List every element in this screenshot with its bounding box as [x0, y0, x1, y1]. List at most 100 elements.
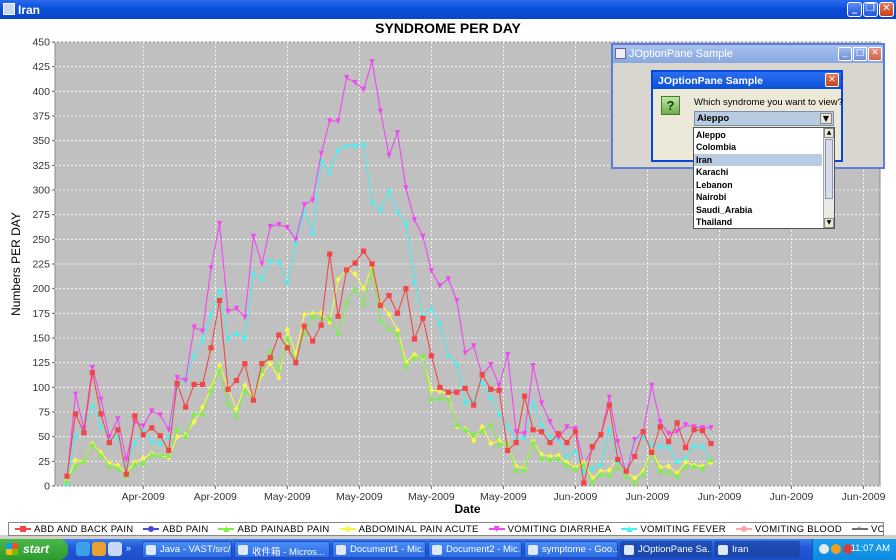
tray-icon-2[interactable]	[831, 544, 841, 554]
data-point-abdominal-pain-acute	[335, 276, 341, 283]
data-point-vomiting-fever	[216, 287, 223, 294]
outer-close-button[interactable]: ✕	[868, 47, 882, 61]
tray-icon-1[interactable]	[819, 544, 829, 554]
minimize-button[interactable]: _	[847, 2, 862, 17]
outer-maximize-button[interactable]: □	[853, 47, 867, 61]
x-tick-label: May-2009	[264, 491, 311, 503]
task-app-icon	[336, 545, 346, 555]
data-point-abd-and-back-pain	[699, 428, 706, 434]
dialog-close-button[interactable]: ✕	[825, 73, 839, 87]
data-point-abd-and-back-pain	[276, 332, 282, 338]
x-tick-label: May-2009	[408, 491, 455, 503]
data-point-abd-and-back-pain	[344, 267, 350, 273]
system-tray: 11:07 AM	[812, 539, 896, 560]
y-tick-label: 0	[44, 481, 50, 493]
taskbar-button[interactable]: symptome - Goo...	[524, 541, 618, 558]
data-point-vomiting-diarrhea	[454, 297, 460, 304]
data-point-abd-and-back-pain	[488, 386, 494, 392]
legend-marker-icon	[488, 525, 505, 533]
data-point-abd-painabd-pain	[386, 326, 392, 332]
scroll-down-icon[interactable]: ▼	[824, 218, 834, 228]
restore-button[interactable]: ❐	[863, 2, 878, 17]
inner-dialog-title-bar[interactable]: JOptionPane Sample ✕	[653, 72, 841, 89]
dropdown-option-aleppo[interactable]: Aleppo	[696, 129, 726, 140]
taskbar-button[interactable]: Iran	[714, 541, 800, 558]
data-point-abd-painabd-pain	[115, 465, 121, 471]
window-title-bar[interactable]: Iran _ ❐ ✕	[0, 0, 896, 19]
data-point-abd-and-back-pain	[132, 413, 138, 419]
start-button[interactable]: start	[0, 539, 68, 560]
data-point-vomiting-diarrhea	[174, 374, 180, 381]
data-point-vomiting-diarrhea	[682, 422, 689, 428]
quicklaunch-expand-icon[interactable]: »	[126, 543, 132, 553]
java-app-icon	[3, 3, 15, 15]
data-point-vomiting-diarrhea	[98, 396, 104, 403]
taskbar: start » Java - VAST/src/... 收件箱 - Micros.…	[0, 539, 896, 560]
data-point-abd-and-back-pain	[284, 345, 290, 351]
data-point-abd-painabd-pain	[352, 285, 358, 292]
data-point-abd-painabd-pain	[106, 463, 112, 469]
legend-label: ABDOMINAL PAIN ACUTE	[358, 523, 479, 535]
taskbar-button[interactable]: JOptionPane Sa...	[620, 541, 712, 558]
outer-dialog-title: JOptionPane Sample	[629, 48, 733, 60]
data-point-abd-painabd-pain	[445, 396, 451, 402]
taskbar-button[interactable]: Document1 - Mic...	[332, 541, 426, 558]
taskbar-button[interactable]: Document2 - Mic...	[428, 541, 522, 558]
y-tick-label: 300	[32, 185, 50, 197]
data-point-vomiting-fever	[488, 394, 494, 400]
data-point-vomiting-fever	[513, 435, 519, 442]
scroll-thumb[interactable]	[825, 139, 833, 199]
close-button[interactable]: ✕	[879, 2, 894, 17]
data-point-vomiting-diarrhea	[301, 202, 307, 208]
data-point-vomiting-diarrhea	[666, 431, 672, 437]
data-point-vomiting-diarrhea	[140, 423, 146, 429]
dropdown-option-colombia[interactable]: Colombia	[696, 142, 737, 152]
data-point-abd-and-back-pain	[394, 310, 401, 316]
data-point-abd-painabd-pain	[632, 479, 638, 486]
ie-quicklaunch-icon[interactable]	[76, 542, 90, 556]
data-point-vomiting-fever	[699, 443, 706, 450]
data-point-vomiting-fever	[394, 208, 401, 215]
data-point-vomiting-diarrhea	[394, 130, 401, 136]
data-point-abd-painabd-pain	[564, 462, 570, 468]
task-app-icon	[624, 545, 634, 555]
data-point-vomiting-fever	[72, 432, 79, 439]
data-point-abd-painabd-pain	[233, 412, 240, 419]
dropdown-option-lebanon[interactable]: Lebanon	[696, 179, 733, 190]
dropdown-option-thailand[interactable]: Thailand	[696, 217, 733, 227]
task-label: Java - VAST/src/...	[160, 544, 232, 555]
data-point-abdominal-pain-acute	[301, 311, 307, 318]
data-point-abd-and-back-pain	[428, 353, 434, 359]
outer-minimize-button[interactable]: _	[838, 47, 852, 61]
folder-quicklaunch-icon[interactable]	[92, 542, 106, 556]
data-point-abdominal-pain-acute	[666, 463, 672, 470]
data-point-vomiting-diarrhea	[555, 435, 562, 441]
taskbar-button[interactable]: 收件箱 - Micros...	[234, 541, 330, 558]
dropdown-scrollbar[interactable]: ▲ ▼	[823, 128, 834, 228]
chart-legend: ABD AND BACK PAIN ABD PAIN ABD PAINABD PAI…	[8, 522, 884, 536]
data-point-vomiting-diarrhea	[564, 424, 570, 430]
chevron-down-icon[interactable]: ▼	[820, 113, 832, 124]
tray-icon-3[interactable]	[843, 544, 853, 554]
dropdown-option-saudi-arabia[interactable]: Saudi_Arabia	[696, 204, 753, 215]
scroll-up-icon[interactable]: ▲	[824, 128, 834, 138]
y-tick-label: 200	[32, 283, 50, 295]
data-point-abdominal-pain-acute	[174, 433, 180, 440]
data-point-abd-painabd-pain	[555, 455, 562, 461]
outer-dialog-title-bar[interactable]: JOptionPane Sample _ □ ✕	[613, 45, 883, 63]
dropdown-option-iran[interactable]: Iran	[694, 153, 822, 166]
taskbar-button[interactable]: Java - VAST/src/...	[142, 541, 232, 558]
y-tick-label: 150	[32, 333, 50, 345]
dropdown-option-karachi[interactable]: Karachi	[696, 167, 729, 177]
data-point-abd-and-back-pain	[250, 397, 257, 403]
x-tick-label: Jun-2009	[554, 491, 598, 503]
syndrome-dropdown-list[interactable]: Aleppo Colombia Iran Karachi Lebanon Nairobi S…	[693, 127, 835, 229]
data-point-vomiting-diarrhea	[327, 118, 333, 125]
data-point-vomiting-diarrhea	[657, 419, 663, 425]
dropdown-option-nairobi[interactable]: Nairobi	[696, 192, 727, 202]
data-point-abd-painabd-pain	[479, 427, 485, 434]
syndrome-combo-box[interactable]: Aleppo ▼	[694, 111, 834, 126]
desktop-quicklaunch-icon[interactable]	[108, 542, 122, 556]
legend-item-abd-painabd-pain: ABD PAINABD PAIN	[218, 524, 329, 535]
data-point-vomiting-diarrhea	[318, 150, 324, 157]
